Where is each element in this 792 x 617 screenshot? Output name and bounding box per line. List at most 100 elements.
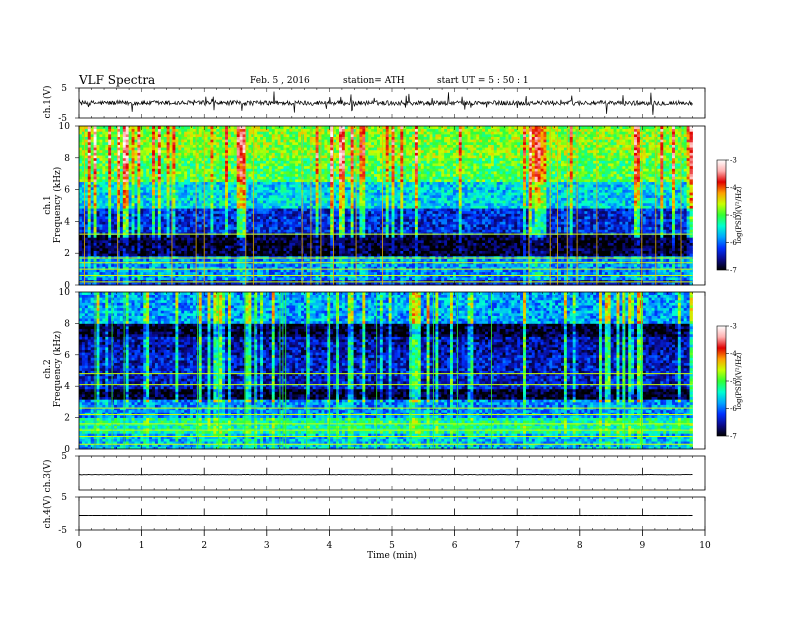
spectrogram-cell [102,227,105,230]
spectrogram-cell [94,126,97,129]
spectrogram-cell [99,216,102,219]
spectrogram-cell [205,184,208,187]
spectrogram-cell [234,198,237,201]
spectrogram-cell [231,184,234,187]
spectrogram-cell [99,195,102,198]
spectrogram-cell [199,229,202,232]
spectrogram-cell [114,211,117,214]
spectrogram-cell [228,147,231,150]
spectrogram-cell [161,200,164,203]
spectrogram-cell [313,147,316,150]
spectrogram-cell [99,166,102,169]
spectrogram-cell [208,129,211,132]
spectrogram-cell [94,176,97,179]
spectrogram-cell [289,198,292,201]
spectrogram-cell [234,142,237,145]
spectrogram-cell [295,208,298,211]
spectrogram-cell [172,248,175,251]
spectrogram-cell [146,224,149,227]
spectrogram-cell [132,227,135,230]
spectrogram-cell [140,171,143,174]
spectrogram-cell [105,211,108,214]
spectrogram-cell [161,168,164,171]
spectrogram-cell [97,216,100,219]
spectrogram-cell [304,237,307,240]
spectrogram-cell [269,174,272,177]
spectrogram-cell [272,277,275,280]
spectrogram-cell [289,264,292,267]
spectrogram-cell [234,150,237,153]
spectrogram-cell [152,174,155,177]
spectrogram-cell [137,229,140,232]
spectrogram-cell [79,137,82,140]
spectrogram-cell [126,182,129,185]
spectrogram-cell [260,259,263,262]
spectrogram-cell [307,158,310,161]
spectrogram-cell [158,131,161,134]
spectrogram-cell [260,147,263,150]
spectrogram-cell [199,182,202,185]
spectrogram-cell [298,200,301,203]
spectrogram-cell [105,213,108,216]
spectrogram-cell [161,184,164,187]
spectrogram-cell [205,277,208,280]
spectrogram-cell [263,174,266,177]
spectrogram-cell [190,131,193,134]
spectrogram-cell [225,208,228,211]
spectrogram-cell [79,219,82,222]
spectrogram-cell [275,168,278,171]
spectrogram-cell [105,259,108,262]
spectrogram-cell [79,213,82,216]
spectrogram-cell [219,142,222,145]
spectrogram-cell [120,227,123,230]
spectrogram-cell [79,208,82,211]
spectrogram-cell [234,229,237,232]
spectrogram-cell [199,174,202,177]
spectrogram-cell [266,259,269,262]
spectrogram-cell [234,184,237,187]
spectrogram-cell [257,198,260,201]
spectrogram-cell [313,221,316,224]
spectrogram-cell [126,253,129,256]
spectrogram-cell [228,200,231,203]
spectrogram-cell [292,174,295,177]
spectrogram-cell [114,139,117,142]
spectrogram-cell [278,219,281,222]
spectrogram-cell [275,251,278,254]
spectrogram-cell [181,158,184,161]
spectrogram-cell [278,264,281,267]
spectrogram-cell [85,187,88,190]
spectrogram-cell [283,134,286,137]
spectrogram-cell [137,259,140,262]
spectrogram-cell [208,190,211,193]
spectrogram-cell [289,253,292,256]
spectrogram-cell [149,195,152,198]
spectrogram-cell [292,166,295,169]
spectrogram-cell [225,147,228,150]
ch1-waveform-ytick-label: 5 [61,84,67,94]
spectrogram-cell [99,221,102,224]
spectrogram-cell [225,131,228,134]
spectrogram-cell [135,179,138,182]
spectrogram-cell [114,155,117,158]
spectrogram-cell [286,198,289,201]
spectrogram-cell [213,195,216,198]
spectrogram-cell [266,219,269,222]
spectrogram-cell [231,131,234,134]
spectrogram-cell [208,187,211,190]
spectrogram-cell [132,277,135,280]
spectrogram-cell [140,145,143,148]
spectrogram-cell [178,142,181,145]
spectrogram-cell [234,264,237,267]
spectrogram-cell [143,245,146,248]
spectrogram-cell [199,168,202,171]
spectrogram-cell [181,168,184,171]
spectrogram-cell [248,139,251,142]
spectrogram-cell [161,142,164,145]
spectrogram-cell [257,208,260,211]
spectrogram-cell [181,166,184,169]
spectrogram-cell [184,147,187,150]
spectrogram-cell [94,235,97,238]
spectrogram-cell [175,264,178,267]
